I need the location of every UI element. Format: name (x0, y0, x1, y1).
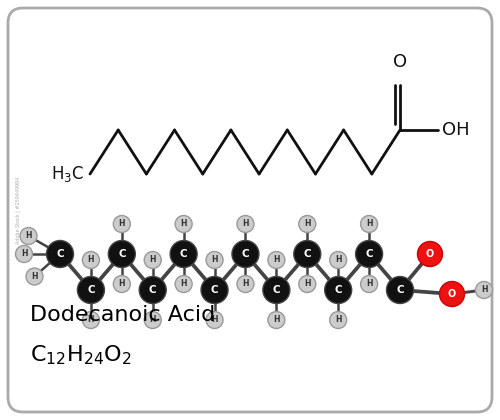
Circle shape (114, 215, 130, 233)
Circle shape (46, 241, 74, 268)
Text: H: H (118, 279, 125, 289)
Text: H: H (304, 220, 310, 228)
Text: H: H (335, 255, 342, 265)
Text: O: O (426, 249, 434, 259)
Text: C: C (87, 285, 94, 295)
Circle shape (82, 312, 100, 328)
Circle shape (330, 252, 346, 268)
Circle shape (108, 241, 136, 268)
FancyBboxPatch shape (8, 8, 492, 412)
Text: H: H (481, 286, 487, 294)
Text: H: H (26, 231, 32, 241)
Text: C: C (366, 249, 373, 259)
Text: H: H (150, 255, 156, 265)
Circle shape (26, 268, 43, 285)
Text: C: C (396, 285, 404, 295)
Text: O: O (393, 53, 407, 71)
Text: H: H (366, 279, 372, 289)
Circle shape (360, 276, 378, 292)
Circle shape (206, 312, 223, 328)
Circle shape (206, 252, 223, 268)
Circle shape (476, 281, 492, 299)
Circle shape (418, 241, 442, 267)
Circle shape (175, 276, 192, 292)
Text: C$_{12}$H$_{24}$O$_2$: C$_{12}$H$_{24}$O$_2$ (30, 343, 132, 367)
Text: C: C (272, 285, 280, 295)
Text: H: H (366, 220, 372, 228)
Text: H: H (335, 315, 342, 325)
Circle shape (144, 312, 161, 328)
Text: H: H (88, 255, 94, 265)
Text: C: C (210, 285, 218, 295)
Text: H: H (32, 272, 38, 281)
Text: H: H (304, 279, 310, 289)
Text: H: H (150, 315, 156, 325)
Text: C: C (118, 249, 126, 259)
Circle shape (201, 276, 228, 304)
Text: H: H (242, 279, 248, 289)
Text: H: H (180, 220, 187, 228)
Text: C: C (56, 249, 64, 259)
Circle shape (20, 228, 37, 244)
Text: H: H (273, 315, 280, 325)
Circle shape (237, 276, 254, 292)
Text: C: C (304, 249, 311, 259)
Text: H: H (88, 315, 94, 325)
Circle shape (268, 312, 285, 328)
Text: C: C (149, 285, 156, 295)
Text: H: H (242, 220, 248, 228)
Circle shape (139, 276, 166, 304)
Text: C: C (334, 285, 342, 295)
Circle shape (294, 241, 321, 268)
Circle shape (268, 252, 285, 268)
Text: H: H (180, 279, 187, 289)
Circle shape (114, 276, 130, 292)
Circle shape (330, 312, 346, 328)
Circle shape (299, 215, 316, 233)
Circle shape (170, 241, 197, 268)
Circle shape (78, 276, 104, 304)
Circle shape (299, 276, 316, 292)
Circle shape (175, 215, 192, 233)
Circle shape (356, 241, 382, 268)
Text: Adobe Stock | #259449984: Adobe Stock | #259449984 (16, 176, 21, 244)
Text: H$_3$C: H$_3$C (51, 164, 84, 184)
Text: H: H (212, 315, 218, 325)
Circle shape (386, 276, 413, 304)
Text: H: H (273, 255, 280, 265)
Circle shape (360, 215, 378, 233)
Text: H: H (21, 249, 28, 258)
Circle shape (237, 215, 254, 233)
Text: O: O (448, 289, 456, 299)
Text: H: H (118, 220, 125, 228)
Circle shape (440, 281, 464, 307)
Circle shape (324, 276, 351, 304)
Text: OH: OH (442, 121, 469, 139)
Text: Dodecanoic Acid: Dodecanoic Acid (30, 305, 216, 325)
Circle shape (16, 246, 32, 262)
Circle shape (232, 241, 259, 268)
Circle shape (263, 276, 290, 304)
Text: H: H (212, 255, 218, 265)
Circle shape (82, 252, 100, 268)
Text: C: C (180, 249, 188, 259)
Text: C: C (242, 249, 250, 259)
Circle shape (144, 252, 161, 268)
